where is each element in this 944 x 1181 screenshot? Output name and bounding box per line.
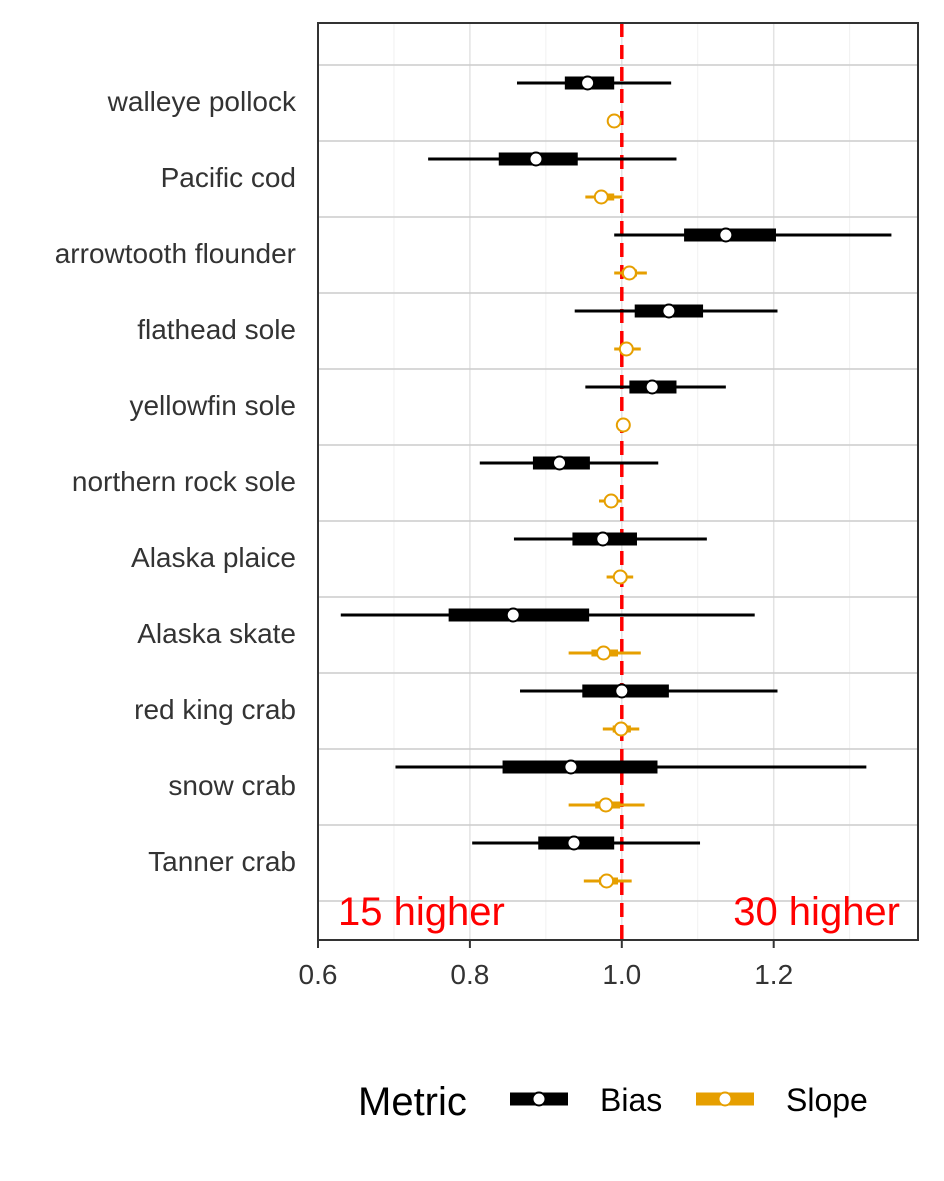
plot-panel (318, 23, 918, 940)
bias-point (563, 759, 579, 775)
legend-label-bias: Bias (600, 1082, 662, 1118)
bias-point (614, 683, 630, 699)
slope-point (596, 645, 612, 661)
slope-point (615, 417, 631, 433)
legend-title: Metric (358, 1080, 467, 1124)
category-labels: walleye pollock Pacific cod arrowtooth flo… (55, 86, 297, 877)
bias-point (580, 75, 596, 91)
slope-point (606, 113, 622, 129)
category-label: flathead sole (137, 314, 296, 345)
x-tick-label: 0.8 (450, 959, 489, 990)
bias-point (644, 379, 660, 395)
x-tick-label: 0.6 (299, 959, 338, 990)
slope-point (612, 569, 628, 585)
category-label: walleye pollock (107, 86, 297, 117)
legend-key-point-bias (531, 1091, 547, 1107)
category-label: Tanner crab (148, 846, 296, 877)
category-label: snow crab (168, 770, 296, 801)
slope-point (593, 189, 609, 205)
slope-point (613, 721, 629, 737)
x-tick-label: 1.0 (602, 959, 641, 990)
slope-point (621, 265, 637, 281)
slope-point (598, 797, 614, 813)
annotation-right: 30 higher (733, 890, 900, 934)
legend-label-slope: Slope (786, 1082, 868, 1118)
x-axis: 0.6 0.8 1.0 1.2 (299, 940, 793, 990)
category-label: Alaska plaice (131, 542, 296, 573)
annotation-left: 15 higher (338, 890, 505, 934)
category-label: Pacific cod (161, 162, 296, 193)
x-tick-label: 1.2 (754, 959, 793, 990)
bias-point (552, 455, 568, 471)
bias-point (595, 531, 611, 547)
slope-point (618, 341, 634, 357)
legend: Metric Bias Slope (358, 1080, 868, 1124)
category-label: arrowtooth flounder (55, 238, 296, 269)
legend-key-point-slope (717, 1091, 733, 1107)
category-label: Alaska skate (137, 618, 296, 649)
slope-point (603, 493, 619, 509)
data-marks (340, 75, 892, 889)
bias-point (566, 835, 582, 851)
bias-point (528, 151, 544, 167)
category-label: northern rock sole (72, 466, 296, 497)
plot-border (317, 22, 919, 941)
slope-point (599, 873, 615, 889)
bias-point (505, 607, 521, 623)
bias-point (661, 303, 677, 319)
category-label: yellowfin sole (129, 390, 296, 421)
grid-lines (317, 23, 918, 940)
category-label: red king crab (134, 694, 296, 725)
bias-point (718, 227, 734, 243)
